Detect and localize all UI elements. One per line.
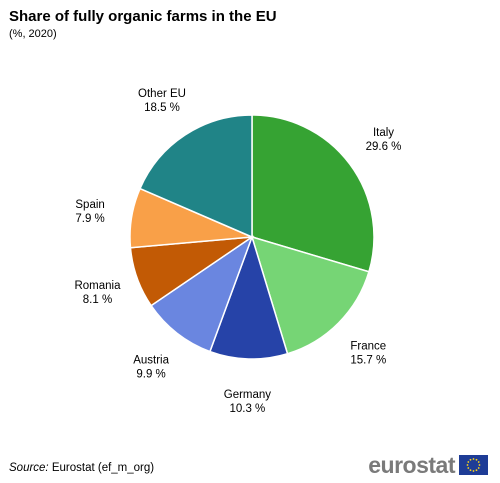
source-label: Source: — [9, 462, 49, 474]
eurostat-logo: eurostat — [368, 452, 488, 478]
chart-title: Share of fully organic farms in the EU — [9, 8, 277, 25]
pie-slices — [129, 114, 375, 360]
slice-label-italy: Italy 29.6 % — [366, 127, 402, 153]
slice-label-france: France 15.7 % — [350, 341, 386, 367]
source-note: Source: Eurostat (ef_m_org) — [9, 462, 154, 474]
pie-slice-france — [250, 235, 370, 355]
pie-slice-germany — [208, 234, 289, 360]
pie-labels: Italy 29.6 % France 15.7 % Germany 10.3 % Aust… — [74, 88, 401, 415]
chart-subtitle: (%, 2020) — [9, 28, 57, 40]
slice-label-romania: Romania 8.1 % — [74, 280, 121, 306]
slice-label-germany: Germany 10.3 % — [224, 389, 272, 415]
eu-flag-icon — [459, 455, 488, 475]
source-text: Eurostat (ef_m_org) — [48, 462, 155, 474]
pie-slice-other-eu — [139, 114, 253, 239]
pie-slice-italy — [251, 114, 375, 273]
pie-slice-austria — [150, 235, 254, 353]
slice-label-spain: Spain 7.9 % — [75, 199, 104, 225]
slice-label-austria: Austria 9.9 % — [133, 354, 169, 380]
slice-label-other-eu: Other EU 18.5 % — [138, 88, 186, 114]
logo-text: eurostat — [368, 451, 455, 478]
